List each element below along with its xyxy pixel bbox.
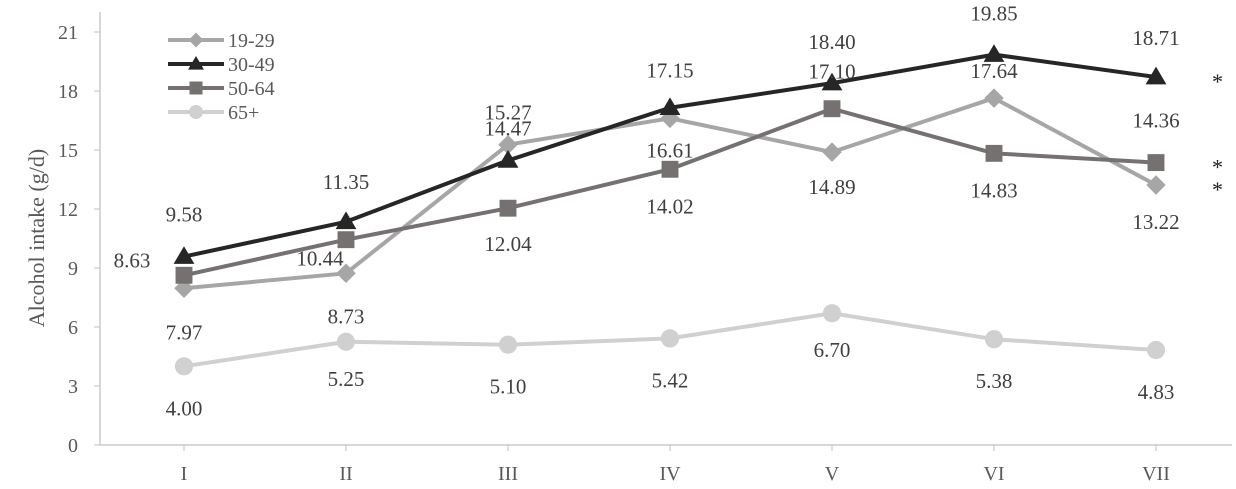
significance-mark-30-49: *	[1212, 69, 1223, 94]
data-point-65+	[822, 304, 842, 323]
y-axis-label: Alcohol intake (g/d)	[24, 149, 49, 327]
data-label-65+: 5.25	[328, 367, 365, 391]
data-label-19-29: 16.61	[646, 138, 693, 162]
data-point-65+	[660, 329, 680, 348]
data-label-30-49: 18.71	[1132, 26, 1179, 50]
data-label-65+: 4.83	[1138, 380, 1175, 404]
legend-marker-19-29	[188, 32, 204, 48]
data-point-30-49	[983, 44, 1005, 62]
data-label-19-29: 7.97	[166, 320, 203, 344]
data-label-19-29: 17.64	[970, 59, 1018, 83]
x-tick-label: V	[825, 463, 840, 485]
data-label-50-64: 14.02	[646, 194, 693, 218]
significance-mark-50-64: *	[1212, 155, 1223, 180]
data-label-65+: 5.42	[652, 368, 689, 392]
x-tick-label: I	[181, 463, 188, 485]
data-label-30-49: 17.15	[646, 59, 693, 83]
markers	[173, 44, 1167, 376]
data-point-50-64	[985, 144, 1003, 162]
data-point-19-29	[984, 88, 1004, 108]
legend-marker-30-49	[188, 56, 204, 70]
data-label-50-64: 14.83	[970, 178, 1017, 202]
data-point-65+	[174, 357, 194, 376]
data-point-30-49	[335, 211, 357, 230]
x-tick-label: IV	[659, 463, 681, 485]
data-point-19-29	[1146, 175, 1166, 195]
data-point-50-64	[1147, 154, 1165, 172]
data-label-50-64: 17.10	[808, 60, 855, 84]
legend-label-65+: 65+	[228, 102, 259, 124]
significance-mark-19-29: *	[1212, 177, 1223, 202]
data-point-19-29	[498, 134, 518, 155]
data-label-50-64: 14.36	[1132, 109, 1179, 133]
data-label-65+: 4.00	[166, 396, 203, 420]
data-point-65+	[984, 330, 1004, 349]
data-label-19-29: 15.27	[484, 101, 531, 125]
data-label-30-49: 11.35	[323, 170, 369, 194]
data-label-19-29: 8.73	[328, 304, 365, 328]
data-label-19-29: 13.22	[1132, 210, 1179, 234]
y-tick-label: 0	[68, 435, 78, 457]
data-point-50-64	[823, 100, 841, 118]
data-point-19-29	[336, 263, 356, 284]
legend-marker-50-64	[189, 81, 203, 95]
y-tick-label: 15	[58, 140, 78, 162]
data-point-50-64	[661, 160, 679, 178]
y-tick-label: 6	[68, 317, 78, 339]
data-label-50-64: 8.63	[114, 248, 151, 272]
data-label-50-64: 10.44	[296, 247, 344, 271]
data-point-30-49	[821, 72, 843, 91]
data-point-19-29	[822, 142, 842, 162]
data-labels: 7.97 8.73 15.27 16.61 14.89 17.64 13.22 9.58 11.…	[114, 2, 1180, 421]
data-point-50-64	[175, 266, 193, 284]
data-label-30-49: 9.58	[166, 203, 203, 227]
legend-label-30-49: 30-49	[228, 54, 275, 76]
data-point-30-49	[497, 150, 519, 168]
data-label-65+: 6.70	[814, 338, 851, 362]
significance-marks: ***	[1212, 69, 1223, 202]
data-point-65+	[336, 332, 356, 351]
y-tick-label: 3	[68, 376, 78, 398]
data-label-30-49: 18.40	[808, 30, 855, 54]
data-point-30-49	[659, 97, 681, 115]
legend-marker-65+	[189, 105, 203, 119]
data-point-65+	[498, 335, 518, 354]
x-tick-label: VII	[1142, 463, 1170, 485]
x-tick-label: II	[339, 463, 352, 485]
y-tick-label: 21	[58, 22, 78, 44]
y-tick-label: 9	[68, 258, 78, 280]
data-point-50-64	[499, 199, 517, 217]
data-label-65+: 5.10	[490, 375, 527, 399]
y-tick-label: 18	[58, 81, 78, 103]
legend-label-19-29: 19-29	[228, 30, 275, 52]
y-tick-label: 12	[58, 199, 78, 221]
data-point-65+	[1146, 340, 1166, 360]
x-tick-label: VI	[983, 463, 1004, 485]
legend-label-50-64: 50-64	[228, 78, 275, 100]
data-label-30-49: 19.85	[970, 2, 1017, 26]
data-point-50-64	[337, 231, 355, 249]
data-point-30-49	[1145, 66, 1167, 85]
data-label-19-29: 14.89	[808, 175, 855, 199]
data-point-30-49	[173, 246, 195, 264]
data-label-50-64: 12.04	[484, 232, 532, 256]
data-label-30-49: 14.47	[484, 116, 531, 140]
x-tick-label: III	[498, 463, 518, 485]
data-label-65+: 5.38	[976, 369, 1013, 393]
